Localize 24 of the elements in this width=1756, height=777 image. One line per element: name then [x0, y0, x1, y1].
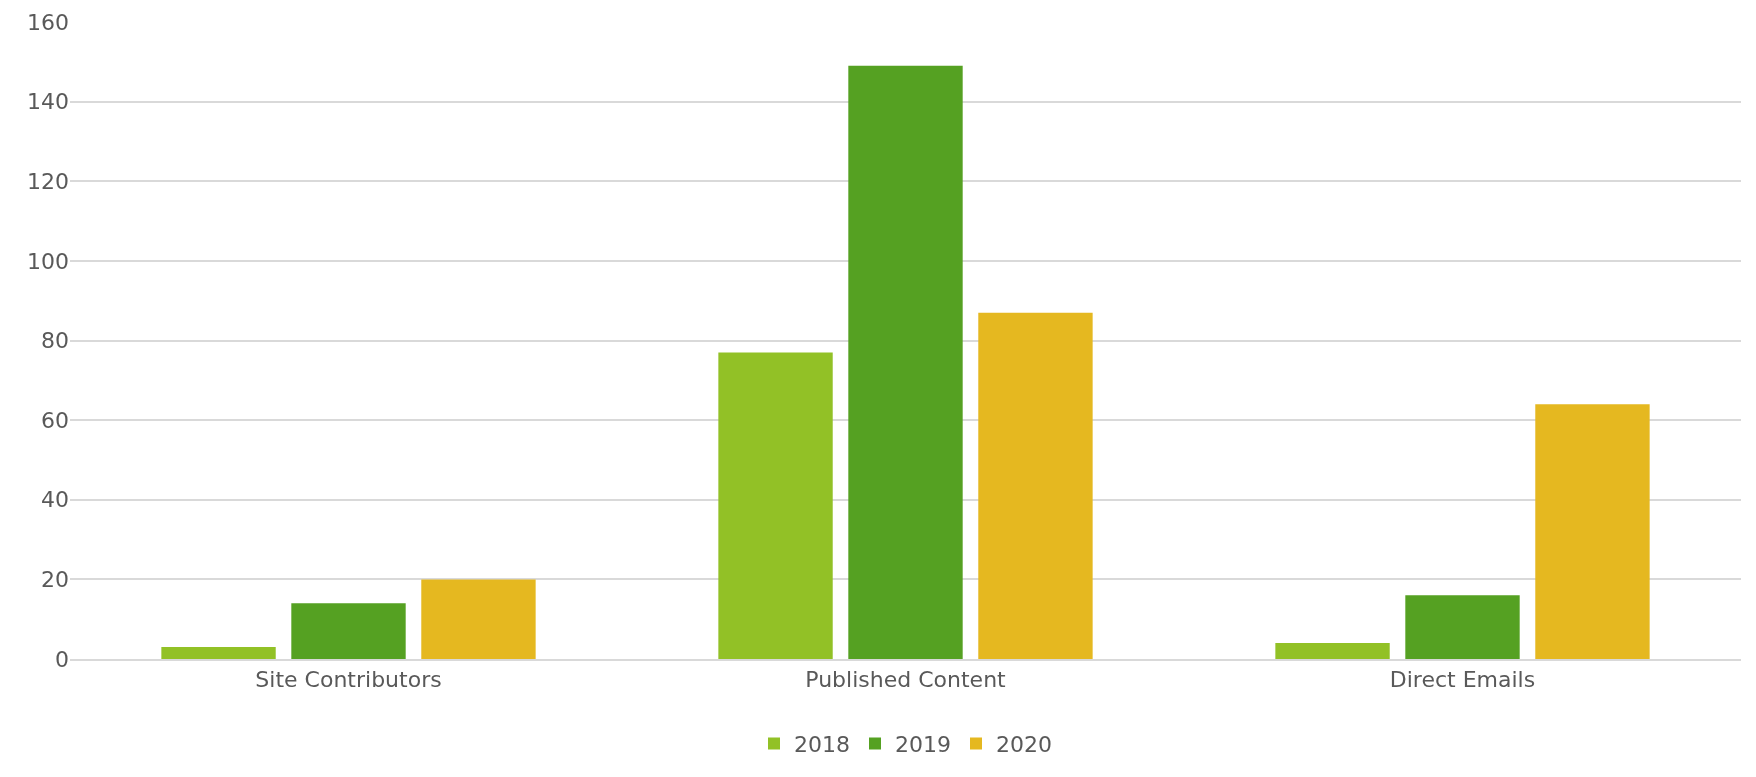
bar	[718, 352, 833, 659]
bar	[978, 312, 1093, 659]
y-tick-label: 140	[27, 89, 69, 115]
y-tick-label: 20	[41, 567, 69, 593]
bar	[848, 65, 963, 659]
x-tick-label: Direct Emails	[1389, 667, 1536, 693]
y-tick-label: 0	[55, 646, 69, 672]
y-tick-label: 40	[41, 487, 69, 513]
y-tick-label: 160	[27, 9, 69, 35]
y-tick-label: 60	[41, 407, 69, 433]
bar	[291, 603, 406, 659]
y-tick-label: 100	[27, 248, 69, 274]
bar	[421, 579, 536, 659]
x-tick-label: Published Content	[805, 667, 1007, 693]
legend-label: 2018	[794, 732, 850, 758]
bar	[1405, 595, 1520, 659]
bar	[161, 647, 276, 659]
legend-label: 2019	[895, 732, 951, 758]
x-tick-label: Site Contributors	[255, 667, 442, 693]
bar	[1275, 643, 1390, 659]
y-tick-label: 80	[41, 328, 69, 354]
bar	[1535, 404, 1650, 659]
legend-label: 2020	[996, 732, 1052, 758]
y-tick-label: 120	[27, 168, 69, 194]
